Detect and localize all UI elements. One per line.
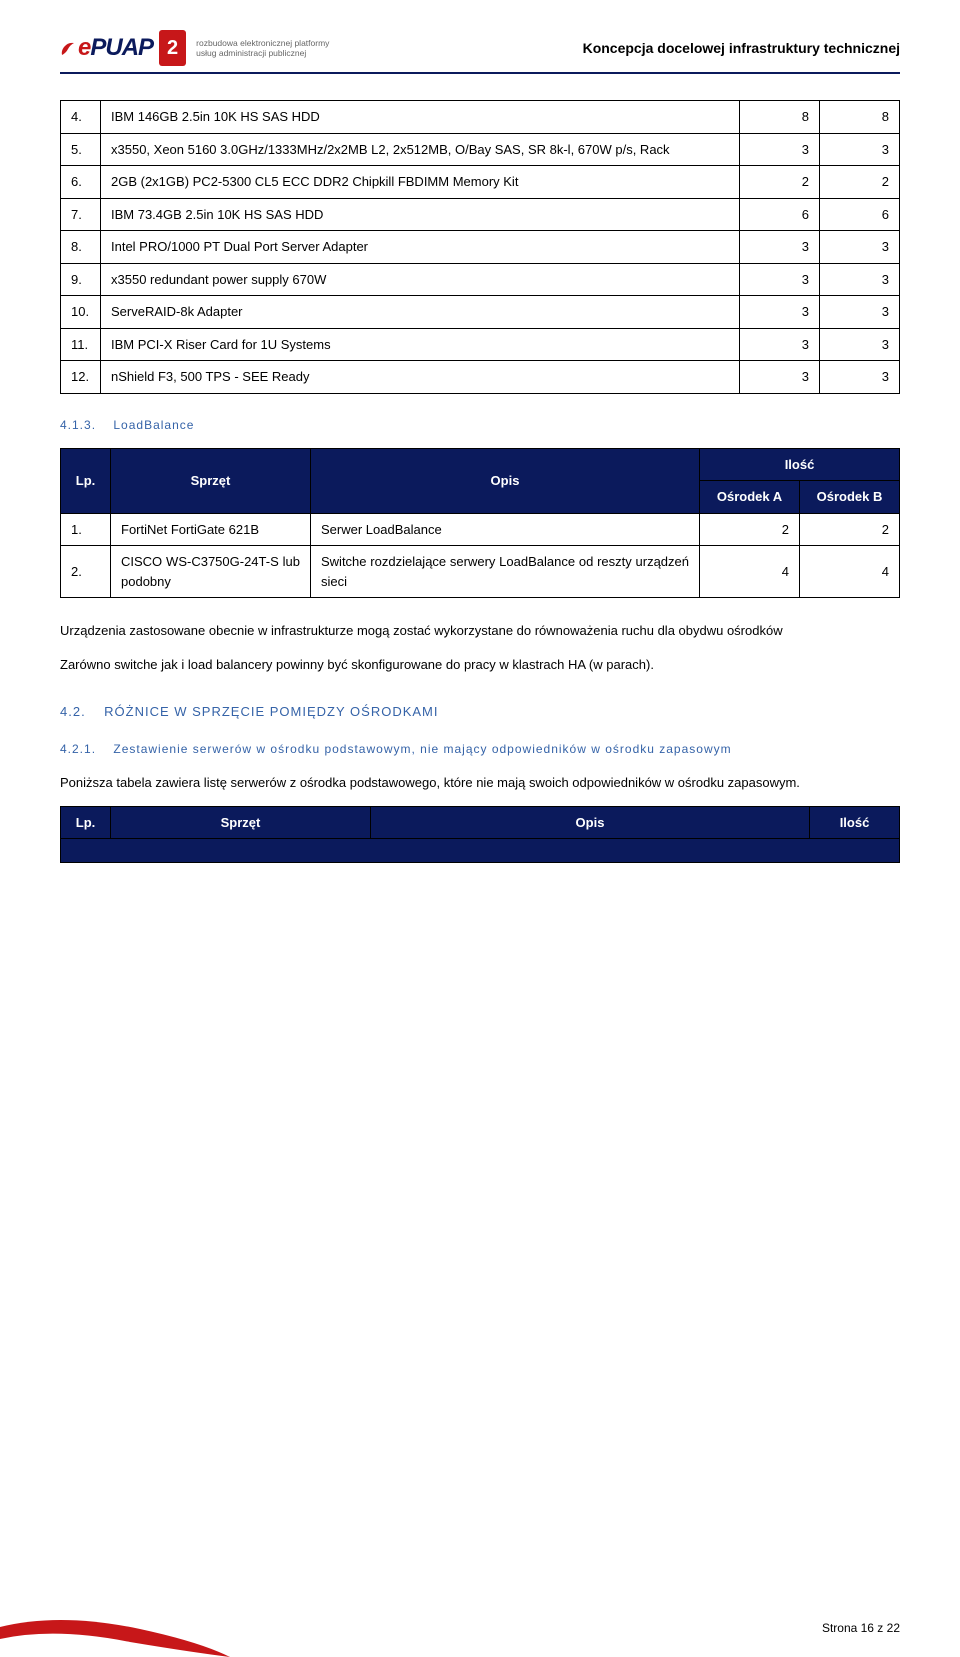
cell-qty-b: 4 bbox=[800, 546, 900, 598]
cell-index: 11. bbox=[61, 328, 101, 361]
cell-desc: nShield F3, 500 TPS - SEE Ready bbox=[101, 361, 740, 394]
table-row: 11.IBM PCI-X Riser Card for 1U Systems33 bbox=[61, 328, 900, 361]
logo-e: e bbox=[78, 34, 90, 61]
col-lp: Lp. bbox=[61, 448, 111, 513]
cell-index: 9. bbox=[61, 263, 101, 296]
cell-sprzet: FortiNet FortiGate 621B bbox=[111, 513, 311, 546]
cell-desc: IBM 146GB 2.5in 10K HS SAS HDD bbox=[101, 101, 740, 134]
cell-desc: IBM 73.4GB 2.5in 10K HS SAS HDD bbox=[101, 198, 740, 231]
col-ilosc: Ilość bbox=[700, 448, 900, 481]
cell-desc: x3550 redundant power supply 670W bbox=[101, 263, 740, 296]
cell-qty-a: 8 bbox=[740, 101, 820, 134]
cell-qty-a: 4 bbox=[700, 546, 800, 598]
cell-desc: x3550, Xeon 5160 3.0GHz/1333MHz/2x2MB L2… bbox=[101, 133, 740, 166]
page-number: Strona 16 z 22 bbox=[822, 1619, 900, 1637]
cell-qty-b: 8 bbox=[820, 101, 900, 134]
section-4-1-3-title: LoadBalance bbox=[113, 418, 194, 432]
cell-index: 10. bbox=[61, 296, 101, 329]
page-header: ePUAP 2 rozbudowa elektronicznej platfor… bbox=[60, 30, 900, 74]
table-row: 8.Intel PRO/1000 PT Dual Port Server Ada… bbox=[61, 231, 900, 264]
logo-text: ePUAP bbox=[60, 30, 153, 66]
logo-subtitle: rozbudowa elektronicznej platformy usług… bbox=[196, 38, 329, 58]
logo-sub-line1: rozbudowa elektronicznej platformy bbox=[196, 38, 329, 48]
cell-qty-b: 3 bbox=[820, 296, 900, 329]
col3-sprzet: Sprzęt bbox=[111, 806, 371, 839]
cell-qty-a: 2 bbox=[700, 513, 800, 546]
cell-qty-b: 2 bbox=[800, 513, 900, 546]
col3-opis: Opis bbox=[371, 806, 810, 839]
loadbalance-table: Lp. Sprzęt Opis Ilość Ośrodek A Ośrodek … bbox=[60, 448, 900, 599]
cell-index: 8. bbox=[61, 231, 101, 264]
para-table-intro: Poniższa tabela zawiera listę serwerów z… bbox=[60, 772, 900, 794]
cell-qty-a: 3 bbox=[740, 328, 820, 361]
cell-qty-b: 3 bbox=[820, 231, 900, 264]
section-4-2-title: RÓŻNICE W SPRZĘCIE POMIĘDZY OŚRODKAMI bbox=[104, 704, 438, 719]
cell-sprzet: CISCO WS-C3750G-24T-S lub podobny bbox=[111, 546, 311, 598]
cell-qty-b: 2 bbox=[820, 166, 900, 199]
section-4-2-1-title: Zestawienie serwerów w ośrodku podstawow… bbox=[113, 742, 731, 756]
cell-qty-b: 3 bbox=[820, 133, 900, 166]
table-row: 2.CISCO WS-C3750G-24T-S lub podobnySwitc… bbox=[61, 546, 900, 598]
cell-qty-a: 3 bbox=[740, 296, 820, 329]
cell-index: 1. bbox=[61, 513, 111, 546]
para-ha-clusters: Zarówno switche jak i load balancery pow… bbox=[60, 654, 900, 676]
cell-qty-b: 3 bbox=[820, 263, 900, 296]
col3-lp: Lp. bbox=[61, 806, 111, 839]
cell-qty-a: 3 bbox=[740, 263, 820, 296]
section-4-2-num: 4.2. bbox=[60, 704, 86, 719]
table-row: 12.nShield F3, 500 TPS - SEE Ready33 bbox=[61, 361, 900, 394]
para-devices-reuse: Urządzenia zastosowane obecnie w infrast… bbox=[60, 620, 900, 642]
cell-index: 2. bbox=[61, 546, 111, 598]
cell-qty-a: 3 bbox=[740, 231, 820, 264]
cell-qty-a: 3 bbox=[740, 133, 820, 166]
section-4-2-1-num: 4.2.1. bbox=[60, 742, 96, 756]
cell-index: 12. bbox=[61, 361, 101, 394]
cell-qty-a: 6 bbox=[740, 198, 820, 231]
col-osrodek-a: Ośrodek A bbox=[700, 481, 800, 514]
table-row: 1.FortiNet FortiGate 621BSerwer LoadBala… bbox=[61, 513, 900, 546]
servers-primary-table: Lp. Sprzęt Opis Ilość bbox=[60, 806, 900, 864]
cell-qty-a: 3 bbox=[740, 361, 820, 394]
cell-index: 5. bbox=[61, 133, 101, 166]
section-4-2-1-heading: 4.2.1. Zestawienie serwerów w ośrodku po… bbox=[60, 740, 900, 758]
cell-desc: IBM PCI-X Riser Card for 1U Systems bbox=[101, 328, 740, 361]
cell-desc: Intel PRO/1000 PT Dual Port Server Adapt… bbox=[101, 231, 740, 264]
logo-badge: 2 bbox=[159, 30, 186, 66]
cell-index: 7. bbox=[61, 198, 101, 231]
table-row: 4.IBM 146GB 2.5in 10K HS SAS HDD88 bbox=[61, 101, 900, 134]
logo: ePUAP 2 rozbudowa elektronicznej platfor… bbox=[60, 30, 329, 66]
cell-desc: 2GB (2x1GB) PC2-5300 CL5 ECC DDR2 Chipki… bbox=[101, 166, 740, 199]
page-title: Koncepcja docelowej infrastruktury techn… bbox=[583, 38, 900, 59]
table-row: 6.2GB (2x1GB) PC2-5300 CL5 ECC DDR2 Chip… bbox=[61, 166, 900, 199]
logo-sub-line2: usług administracji publicznej bbox=[196, 48, 306, 58]
table-row: 7.IBM 73.4GB 2.5in 10K HS SAS HDD66 bbox=[61, 198, 900, 231]
cell-qty-a: 2 bbox=[740, 166, 820, 199]
cell-index: 6. bbox=[61, 166, 101, 199]
cell-qty-b: 3 bbox=[820, 361, 900, 394]
table-row: 10.ServeRAID-8k Adapter33 bbox=[61, 296, 900, 329]
table-row: 9.x3550 redundant power supply 670W33 bbox=[61, 263, 900, 296]
section-4-1-3-heading: 4.1.3. LoadBalance bbox=[60, 416, 900, 434]
cell-qty-b: 3 bbox=[820, 328, 900, 361]
col-sprzet: Sprzęt bbox=[111, 448, 311, 513]
logo-puap: PUAP bbox=[90, 34, 153, 61]
section-4-1-3-num: 4.1.3. bbox=[60, 418, 96, 432]
col3-ilosc: Ilość bbox=[810, 806, 900, 839]
table-row: 5.x3550, Xeon 5160 3.0GHz/1333MHz/2x2MB … bbox=[61, 133, 900, 166]
cell-qty-b: 6 bbox=[820, 198, 900, 231]
col-osrodek-b: Ośrodek B bbox=[800, 481, 900, 514]
cell-opis: Serwer LoadBalance bbox=[311, 513, 700, 546]
cell-index: 4. bbox=[61, 101, 101, 134]
footer-decoration bbox=[0, 1617, 230, 1657]
equipment-table-1: 4.IBM 146GB 2.5in 10K HS SAS HDD885.x355… bbox=[60, 100, 900, 394]
cell-opis: Switche rozdzielające serwery LoadBalanc… bbox=[311, 546, 700, 598]
section-4-2-heading: 4.2. RÓŻNICE W SPRZĘCIE POMIĘDZY OŚRODKA… bbox=[60, 702, 900, 722]
col-opis: Opis bbox=[311, 448, 700, 513]
cell-desc: ServeRAID-8k Adapter bbox=[101, 296, 740, 329]
